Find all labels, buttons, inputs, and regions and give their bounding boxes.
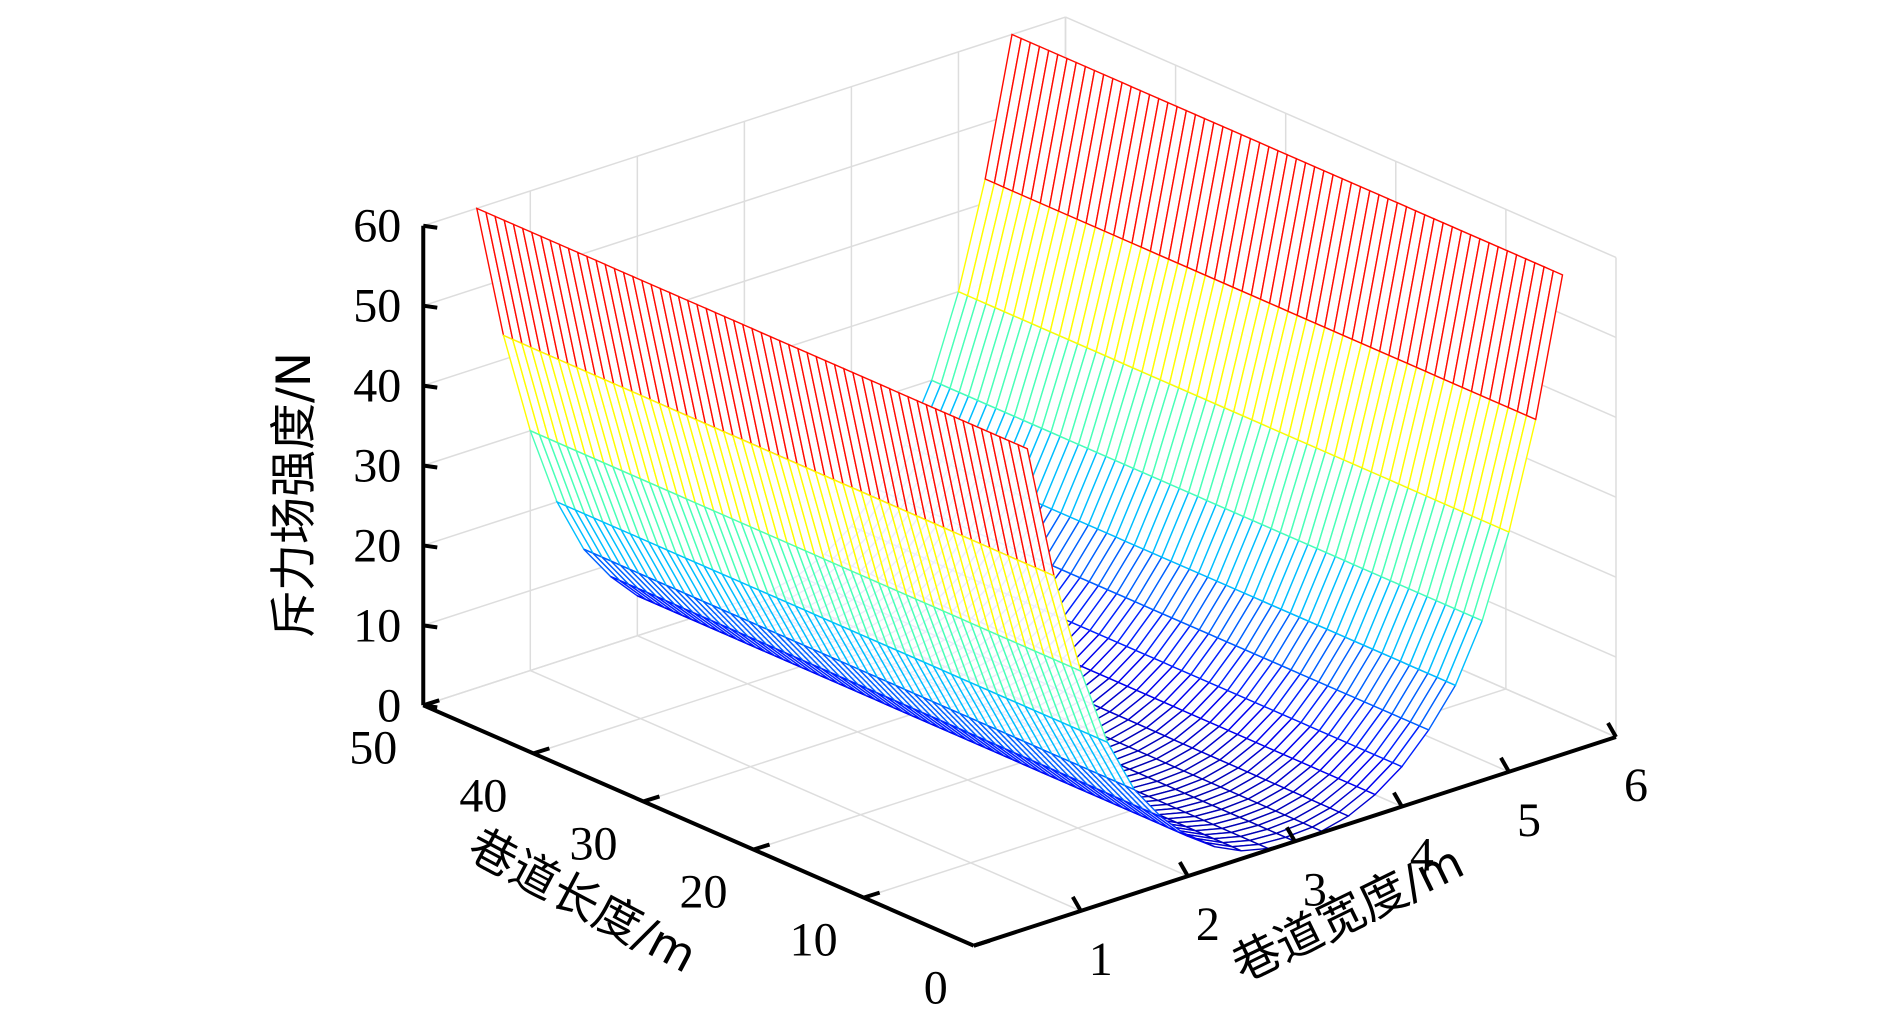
x-tick-mark (1606, 722, 1618, 739)
x-axis-label: 巷道宽度/m (1224, 835, 1472, 994)
z-tick-mark (422, 303, 438, 310)
y-tick-label: 10 (790, 914, 838, 967)
axes (421, 223, 1618, 948)
x-tick-label: 5 (1517, 794, 1541, 847)
z-tick-label: 20 (353, 519, 401, 572)
z-tick-label: 30 (353, 440, 401, 493)
z-tick-mark (422, 223, 438, 230)
y-tick-mark (973, 938, 991, 948)
y-axis-line (422, 703, 975, 948)
z-tick-mark (422, 623, 438, 630)
x-tick-mark (1285, 826, 1297, 843)
y-tick-label: 40 (459, 769, 507, 822)
z-tick-mark (422, 543, 438, 550)
grid-line (1065, 16, 1617, 259)
grid-line (530, 669, 1082, 912)
z-tick-label: 50 (353, 280, 401, 333)
x-tick-mark (1499, 756, 1511, 773)
z-tick-mark (422, 383, 438, 390)
y-tick-label: 50 (349, 721, 397, 774)
z-axis-label: 斥力场强度/N (267, 352, 322, 638)
z-tick-label: 0 (377, 679, 401, 732)
x-tick-label: 6 (1624, 759, 1648, 812)
x-tick-label: 3 (1303, 863, 1327, 916)
y-tick-label: 0 (924, 962, 948, 1015)
grid-line (637, 635, 1189, 877)
y-tick-mark (863, 890, 881, 900)
z-tick-label: 40 (353, 360, 401, 413)
x-tick-mark (1392, 791, 1404, 808)
surface-mesh (475, 33, 1564, 852)
z-tick-label: 10 (353, 599, 401, 652)
y-tick-mark (752, 842, 771, 852)
y-tick-mark (642, 794, 661, 804)
y-tick-label: 20 (680, 866, 728, 919)
y-tick-label: 30 (569, 817, 617, 870)
y-tick-mark (422, 698, 440, 708)
x-tick-mark (1178, 861, 1190, 878)
tick-labels: 0 10 20 30 40 50 60 0 10 20 30 40 50 1 2 3 4 5 6 (349, 200, 1648, 1015)
x-tick-label: 1 (1089, 933, 1113, 986)
z-tick-mark (422, 463, 438, 470)
surface-cell (1525, 269, 1564, 421)
y-tick-mark (532, 746, 550, 756)
x-tick-label: 2 (1196, 898, 1220, 951)
x-tick-mark (1071, 895, 1083, 912)
x-tick-label: 4 (1410, 829, 1434, 882)
z-tick-label: 60 (353, 200, 401, 253)
